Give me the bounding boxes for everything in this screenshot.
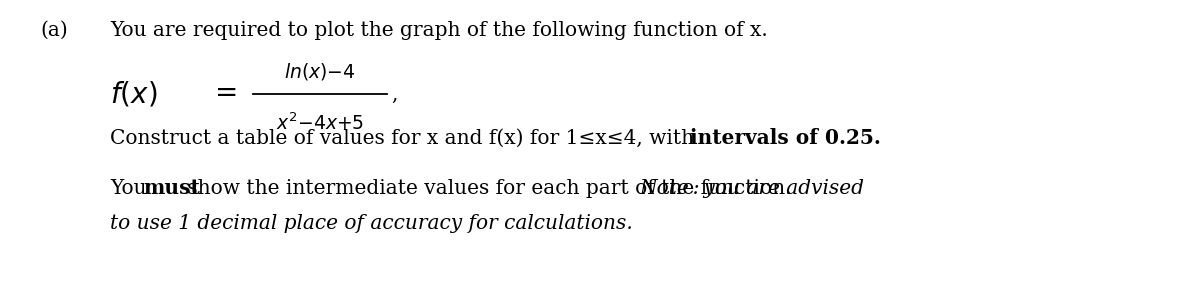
- Text: You: You: [110, 179, 152, 198]
- Text: intervals of 0.25.: intervals of 0.25.: [690, 128, 881, 148]
- Text: $\boldsymbol{\mathit{f(x)}}$: $\boldsymbol{\mathit{f(x)}}$: [110, 80, 157, 108]
- Text: ,: ,: [391, 85, 397, 103]
- Text: to use 1 decimal place of accuracy for calculations.: to use 1 decimal place of accuracy for c…: [110, 214, 632, 233]
- Text: =: =: [215, 80, 239, 108]
- Text: (a): (a): [40, 21, 67, 40]
- Text: Construct a table of values for x and f(x) for 1≤x≤4, with: Construct a table of values for x and f(…: [110, 129, 701, 148]
- Text: $x^2{-}4x{+}5$: $x^2{-}4x{+}5$: [276, 112, 364, 133]
- Text: Note : you are advised: Note : you are advised: [640, 179, 864, 198]
- Text: You are required to plot the graph of the following function of x.: You are required to plot the graph of th…: [110, 21, 768, 40]
- Text: $\mathit{ln(x)}{-}4$: $\mathit{ln(x)}{-}4$: [284, 60, 355, 82]
- Text: must: must: [143, 178, 199, 198]
- Text: show the intermediate values for each part of the function.: show the intermediate values for each pa…: [181, 179, 798, 198]
